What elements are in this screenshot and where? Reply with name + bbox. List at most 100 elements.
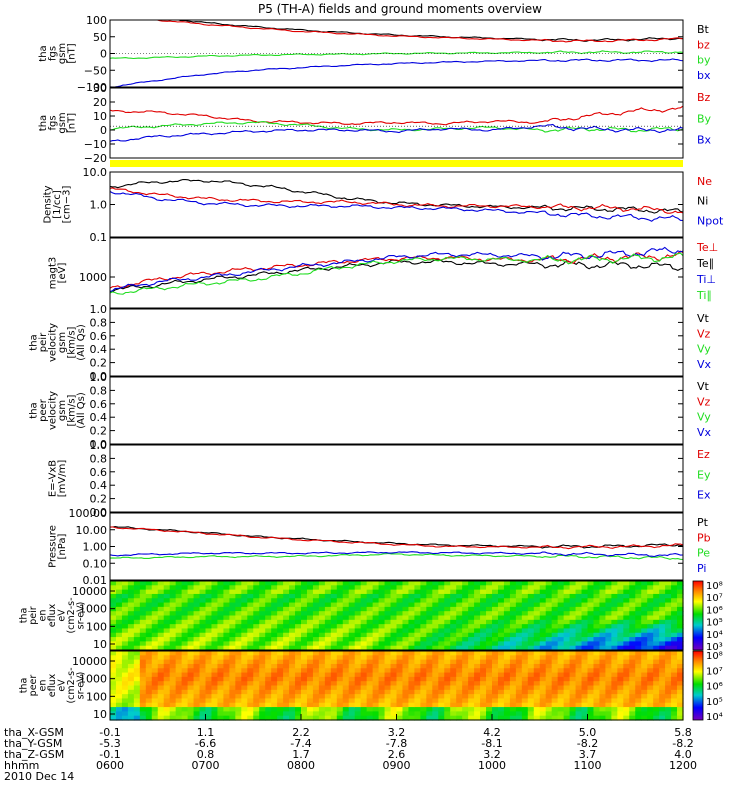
panel-temperature: 1000 magt3[eV] Te⊥ Te∥ Ti⊥ Ti∥ [47,237,718,309]
ephemeris-value: 1.7 [292,748,310,761]
y-tick-label: 0 [100,48,107,61]
legend-entry: Bx [697,134,712,147]
y-tick-label: −100 [77,81,107,94]
y-tick-label: 0.8 [90,452,108,465]
colorbar-tick-label: 10⁴ [706,630,723,641]
series-line-black [176,20,683,42]
y-axis-label: (cm2-s- [66,597,77,633]
colorbar-tick-label: 10⁷ [706,666,723,677]
ephemeris-label: tha_Z-GSM [4,748,64,761]
y-axis-label: [cm−3] [62,186,73,224]
series-line-red [110,105,683,126]
time-tick-label: 1000 [478,759,506,772]
y-axis-label: [1/cc] [52,190,63,219]
y-axis-label: peir [38,332,49,352]
colorbar-tick-label: 10⁸ [706,581,723,592]
y-tick-label: 20 [93,96,107,109]
colorbar-tick-label: 10⁶ [706,605,723,616]
panel-frame [109,237,684,309]
y-tick-label: 0.0 [90,506,108,519]
ephemeris-value: 3.2 [483,748,501,761]
y-tick-label: 10 [93,638,107,651]
y-axis-label: eflux [47,603,58,627]
y-axis-label: [km/s] [66,326,77,358]
series-line-blue [110,246,683,293]
colorbar-tick-label: 10⁵ [706,697,723,708]
y-axis-label: peer [28,675,39,697]
legend-entry: Ni [697,195,708,208]
panel-peer-velocity: 1.00.80.60.40.20.0thapeervelocitygsm[km/… [28,371,711,451]
y-tick-label: 1.0 [90,303,108,316]
y-tick-label: −20 [84,152,107,165]
y-tick-label: 1000 [79,271,107,284]
y-tick-label: 0.4 [90,343,108,356]
time-tick-label: 0700 [192,759,220,772]
ephemeris-value: 5.8 [674,726,692,739]
panel-frame [109,444,684,513]
ephemeris-value: 3.7 [579,748,597,761]
y-axis-label: sr-eV) [76,602,87,630]
y-axis-label: gsm [57,43,68,64]
y-axis-label: tha [28,334,39,350]
y-axis-label: eflux [47,673,58,697]
series-line-red [148,20,683,43]
ephemeris-value: 4.0 [674,748,692,761]
colorbar-tick-label: 10⁴ [706,712,723,723]
legend-entry: Te∥ [696,257,714,270]
legend-entry: Vx [697,426,712,439]
y-axis-label: gsm [57,332,68,353]
y-axis-label: [km/s] [66,394,77,426]
ephemeris-value: 1.1 [197,726,215,739]
legend-entry: Pi [697,562,706,575]
legend-entry: by [697,54,711,67]
y-axis-label: tha [19,608,30,624]
time-tick-label: 0900 [383,759,411,772]
spectrogram-frame [109,580,684,651]
y-tick-label: 1.0 [90,439,108,452]
ephemeris-value: -5.3 [99,737,120,750]
y-tick-label: −50 [84,64,107,77]
y-axis-label: [nPa] [57,533,68,559]
series-line-green [110,252,683,295]
legend-entry: Pe [697,547,710,560]
y-axis-label: magt3 [47,257,58,290]
y-tick-label: 0.6 [90,330,108,343]
y-tick-label: 1.0 [90,199,108,212]
panel-frame [109,376,684,445]
y-axis-label: fgs [47,115,58,130]
y-axis-label: E=-VxB [47,460,58,497]
ephemeris-value: 0.8 [197,748,215,761]
legend-entry: Ti∥ [696,289,712,302]
y-axis-label: velocity [47,391,58,430]
y-axis-label: eV [57,609,68,622]
colorbar-tick-label: 10⁶ [706,682,723,693]
spectrogram-peir-en-eflux: 10000 1000 100 10 thapeirenefluxeV(cm2-s-sr-… [19,580,723,653]
y-axis-label: gsm [57,400,68,421]
colorbar-tick-label: 10⁷ [706,593,723,604]
y-tick-label: 0.2 [90,357,108,370]
legend-entry: Vz [697,395,711,408]
series-line-blue [110,551,683,558]
ephemeris-value: 2.6 [388,748,406,761]
y-axis-label: [eV] [57,263,68,284]
separator-bar [110,160,683,167]
legend-entry: By [697,112,712,125]
y-tick-label: 30 [93,82,107,95]
y-tick-label: 10 [93,110,107,123]
y-tick-label: 0.01 [83,574,108,587]
legend-entry: Vy [697,343,711,356]
y-tick-label: 100 [86,14,107,27]
y-axis-label: peer [38,398,49,422]
legend-entry: bz [697,38,710,51]
legend-entry: Vz [697,327,711,340]
y-tick-label: 10 [93,708,107,721]
y-tick-label: 10000 [72,655,107,668]
y-axis-label: tha [19,678,30,694]
legend-entry: Pt [697,516,709,529]
ephemeris-label: 2010 Dec 14 [4,770,74,783]
series-line-green [110,50,683,60]
